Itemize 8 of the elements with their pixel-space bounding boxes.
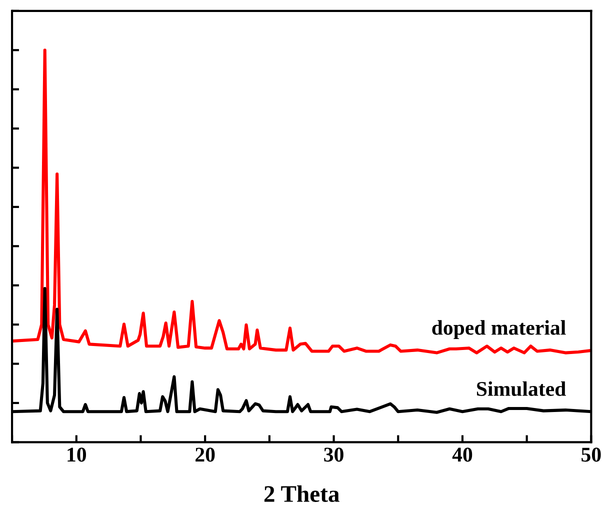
x-axis-title: 2 Theta xyxy=(264,485,340,502)
x-tick-label: 10 xyxy=(68,448,86,462)
x-tick-label: 50 xyxy=(582,448,601,462)
series-label: doped material xyxy=(432,320,566,340)
x-tick-label: 20 xyxy=(196,448,215,462)
x-tick-label: 40 xyxy=(452,448,472,462)
series-label: Simulated xyxy=(476,381,566,396)
x-tick-label: 30 xyxy=(324,448,344,462)
